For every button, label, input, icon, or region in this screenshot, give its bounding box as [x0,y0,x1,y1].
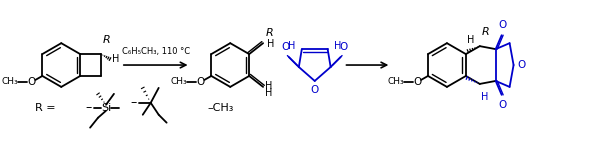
Text: R: R [482,27,490,37]
Text: O: O [340,42,347,52]
Text: R: R [266,28,274,38]
Text: H: H [467,35,474,45]
Text: O: O [27,77,35,87]
Text: CH₃: CH₃ [2,77,19,86]
Text: CH₃: CH₃ [171,77,187,86]
Text: H: H [289,41,296,51]
Text: C₆H₅CH₃, 110 °C: C₆H₅CH₃, 110 °C [122,47,190,56]
Text: O: O [499,100,507,110]
Text: O: O [196,77,205,87]
Text: O: O [311,85,319,95]
Text: O: O [413,77,421,87]
Text: –CH₃: –CH₃ [208,103,234,113]
Text: O: O [518,60,526,70]
Text: –: – [131,96,137,109]
Text: CH₃: CH₃ [388,77,404,86]
Text: H: H [112,54,119,64]
Text: H: H [265,88,272,98]
Text: R =: R = [35,103,56,113]
Text: H: H [265,81,272,91]
Text: H: H [334,41,341,51]
Text: H: H [267,39,274,49]
Text: R: R [103,35,111,45]
Text: O: O [499,20,507,30]
Text: H: H [481,92,488,102]
Text: –: – [86,101,92,114]
Text: Si: Si [101,103,111,113]
Text: O: O [282,42,290,52]
